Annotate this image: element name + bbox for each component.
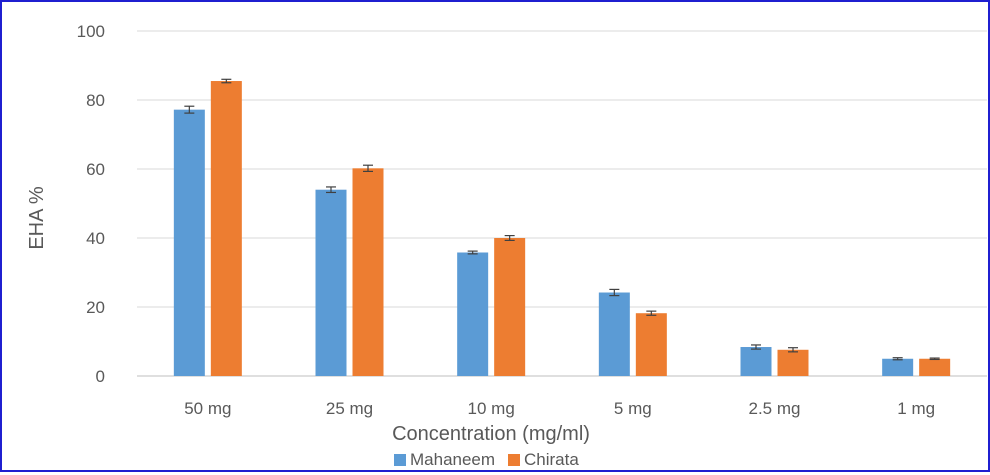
bar-chirata <box>352 168 384 376</box>
bar-mahaneem <box>882 358 914 376</box>
y-tick-label: 100 <box>77 22 105 41</box>
y-tick-label: 80 <box>86 91 105 110</box>
x-tick-label: 5 mg <box>614 399 652 418</box>
bar-chirata <box>494 238 526 376</box>
bar-mahaneem <box>740 347 772 376</box>
bar-chirata <box>777 349 809 376</box>
bar-mahaneem <box>315 189 347 376</box>
bar-chirata <box>919 358 951 376</box>
legend-label-chirata: Chirata <box>524 450 579 469</box>
x-axis-title: Concentration (mg/ml) <box>392 423 590 445</box>
x-tick-label: 2.5 mg <box>749 399 801 418</box>
x-tick-label: 10 mg <box>468 399 515 418</box>
bar-mahaneem <box>457 252 489 376</box>
bar-mahaneem <box>598 292 630 376</box>
y-axis-title: EHA % <box>26 186 48 250</box>
bars <box>173 81 951 377</box>
y-tick-label: 0 <box>96 367 105 386</box>
legend: Mahaneem Chirata <box>394 450 579 469</box>
gridlines <box>137 30 987 377</box>
x-tick-labels: 50 mg 25 mg 10 mg 5 mg 2.5 mg 1 mg <box>184 399 935 418</box>
bar-chirata <box>635 313 667 376</box>
bar-mahaneem <box>173 109 205 376</box>
legend-label-mahaneem: Mahaneem <box>410 450 495 469</box>
error-bars <box>184 78 940 361</box>
legend-swatch-mahaneem <box>394 454 406 466</box>
y-tick-labels: 0 20 40 60 80 100 <box>77 22 105 386</box>
y-tick-label: 60 <box>86 160 105 179</box>
bar-chirata <box>210 81 242 377</box>
y-tick-label: 40 <box>86 229 105 248</box>
x-tick-label: 50 mg <box>184 399 231 418</box>
legend-swatch-chirata <box>508 454 520 466</box>
x-tick-label: 1 mg <box>897 399 935 418</box>
x-tick-label: 25 mg <box>326 399 373 418</box>
y-tick-label: 20 <box>86 298 105 317</box>
